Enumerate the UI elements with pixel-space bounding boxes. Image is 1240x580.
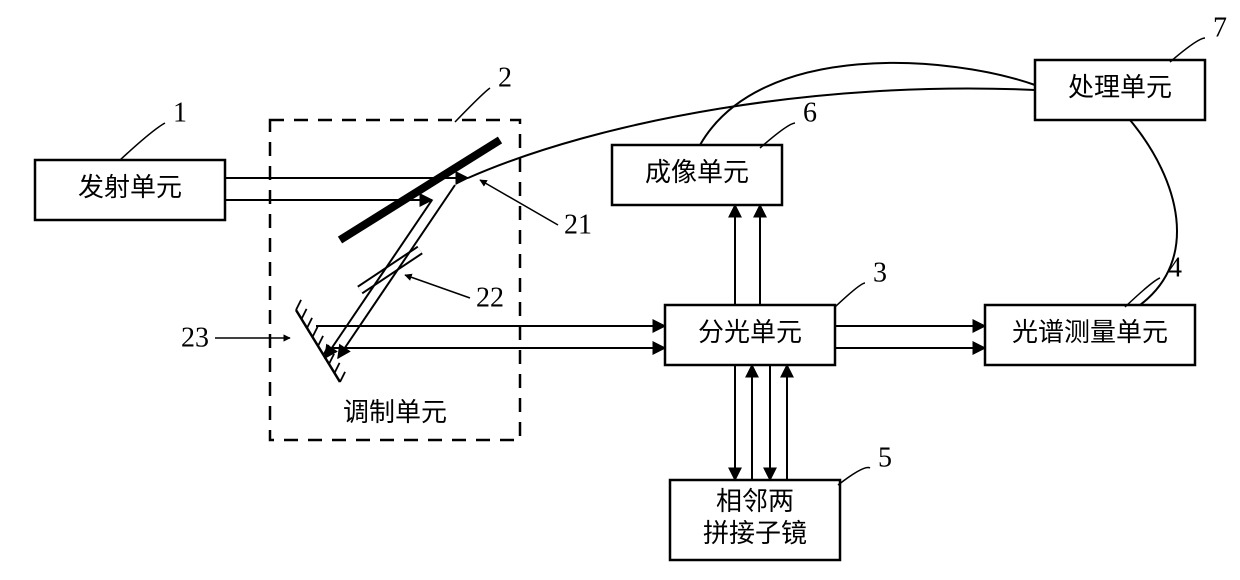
diagram-canvas: 发射单元调制单元分光单元光谱测量单元成像单元处理单元相邻两拼接子镜1234567…	[0, 0, 1240, 575]
svg-text:5: 5	[878, 442, 892, 473]
svg-text:7: 7	[1213, 12, 1227, 43]
svg-text:成像单元: 成像单元	[645, 158, 749, 187]
svg-text:3: 3	[873, 257, 887, 288]
svg-text:拼接子镜: 拼接子镜	[703, 519, 807, 548]
svg-text:相邻两: 相邻两	[716, 487, 794, 516]
svg-text:23: 23	[181, 322, 209, 353]
svg-text:处理单元: 处理单元	[1068, 73, 1172, 102]
svg-text:分光单元: 分光单元	[698, 318, 802, 347]
svg-text:6: 6	[803, 97, 817, 128]
svg-text:4: 4	[1168, 252, 1182, 283]
svg-text:发射单元: 发射单元	[78, 173, 182, 202]
svg-text:21: 21	[564, 209, 592, 240]
svg-text:1: 1	[173, 97, 187, 128]
svg-text:2: 2	[498, 62, 512, 93]
svg-text:22: 22	[476, 282, 504, 313]
svg-text:光谱测量单元: 光谱测量单元	[1012, 318, 1168, 347]
svg-text:调制单元: 调制单元	[343, 398, 447, 427]
